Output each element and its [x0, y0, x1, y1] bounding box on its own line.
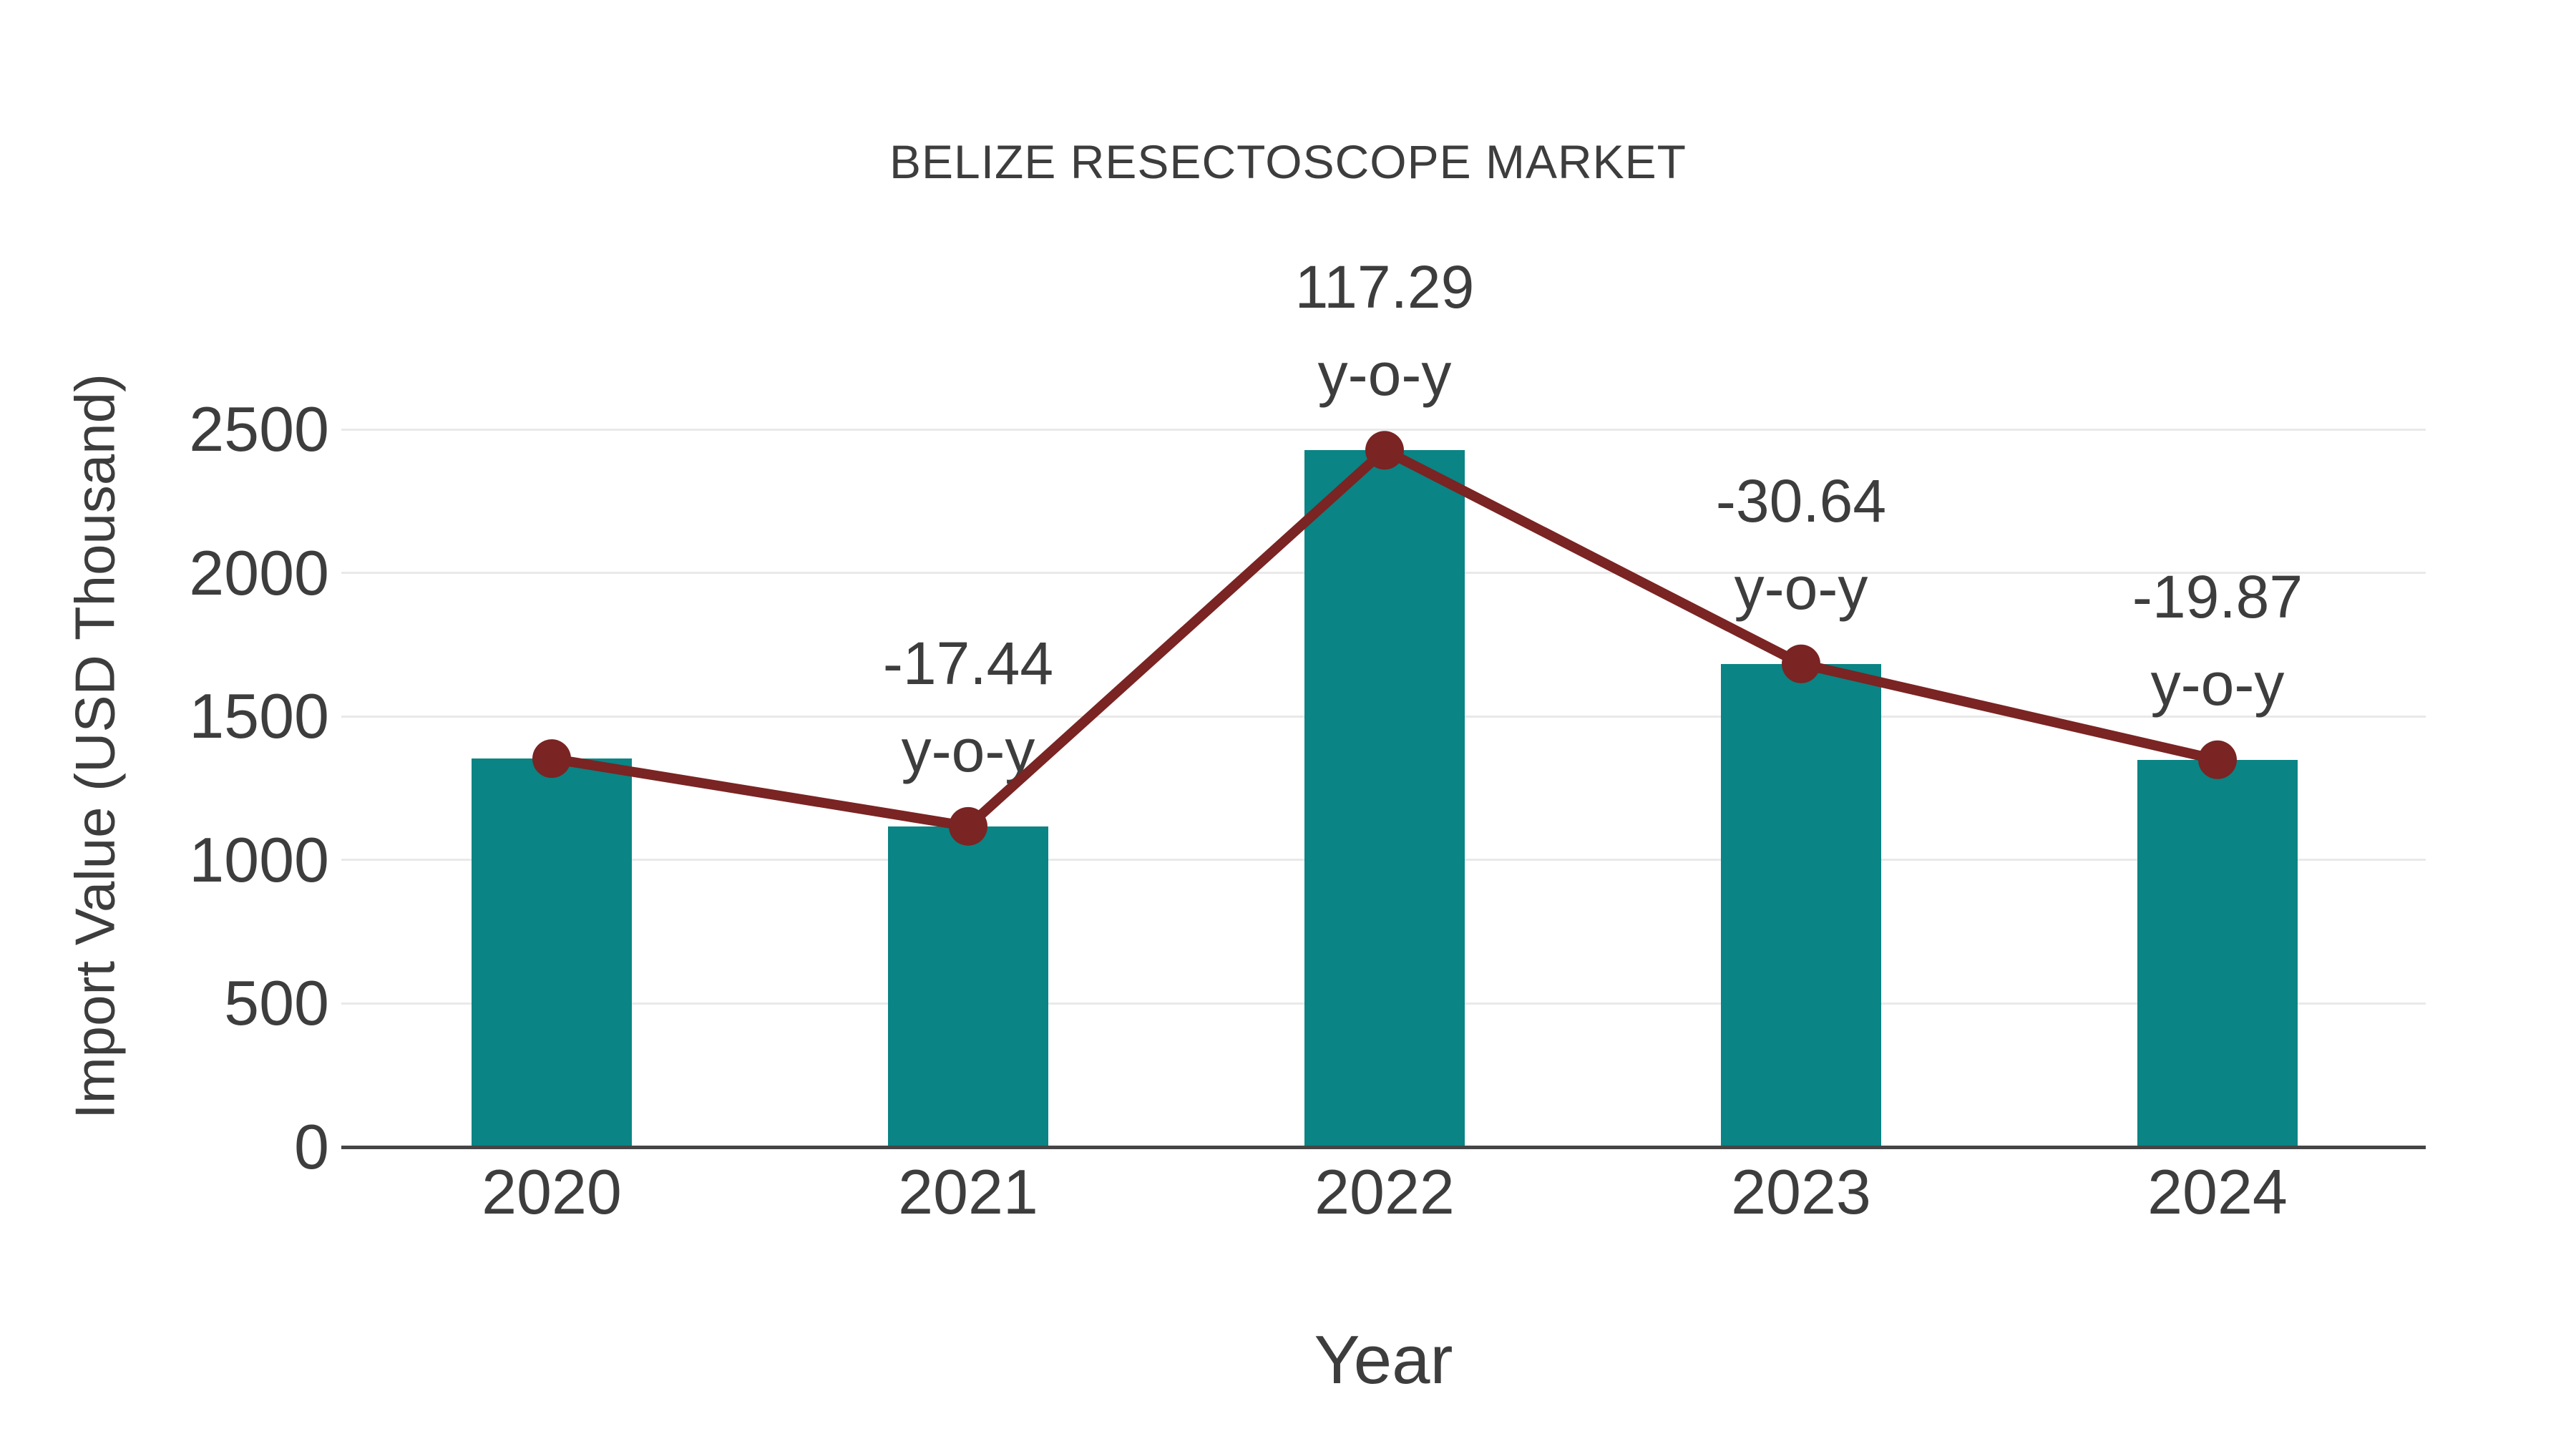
y-tick-label-1000: 1000: [189, 824, 329, 895]
annotation-2021: -17.44 y-o-y: [753, 620, 1183, 794]
y-tick-label-0: 0: [294, 1111, 329, 1182]
x-tick-label-2020: 2020: [482, 1156, 622, 1227]
bar-2023: [1721, 663, 1881, 1147]
bar-2022: [1304, 450, 1465, 1147]
bar-2021: [888, 826, 1048, 1147]
bar-2024: [2137, 759, 2298, 1147]
gridline-2500: [341, 428, 2426, 431]
annotation-suffix-2023: y-o-y: [1734, 554, 1868, 622]
y-tick-label-2000: 2000: [189, 537, 329, 608]
annotation-value-2021: -17.44: [882, 629, 1054, 697]
x-tick-label-2024: 2024: [2147, 1156, 2288, 1227]
x-tick-label-2021: 2021: [898, 1156, 1038, 1227]
x-tick-label-2022: 2022: [1314, 1156, 1455, 1227]
y-tick-label-2500: 2500: [189, 394, 329, 464]
annotation-value-2024: -19.87: [2132, 562, 2303, 630]
annotation-2023: -30.64 y-o-y: [1586, 457, 2016, 632]
y-tick-label-500: 500: [224, 967, 329, 1039]
annotation-suffix-2024: y-o-y: [2150, 650, 2285, 718]
y-tick-label-1500: 1500: [189, 680, 329, 752]
annotation-2022: 117.29 y-o-y: [1170, 243, 1599, 418]
x-tick-label-2023: 2023: [1731, 1156, 1871, 1227]
x-axis-line: [341, 1146, 2426, 1149]
annotation-value-2023: -30.64: [1715, 467, 1887, 535]
annotation-2024: -19.87 y-o-y: [2003, 553, 2432, 728]
annotation-suffix-2021: y-o-y: [901, 716, 1035, 784]
chart-title: BELIZE RESECTOSCOPE MARKET: [889, 135, 1687, 188]
bar-2020: [472, 758, 632, 1147]
annotation-value-2022: 117.29: [1294, 253, 1475, 321]
x-axis-title: Year: [1314, 1322, 1453, 1398]
annotation-suffix-2022: y-o-y: [1317, 341, 1452, 409]
